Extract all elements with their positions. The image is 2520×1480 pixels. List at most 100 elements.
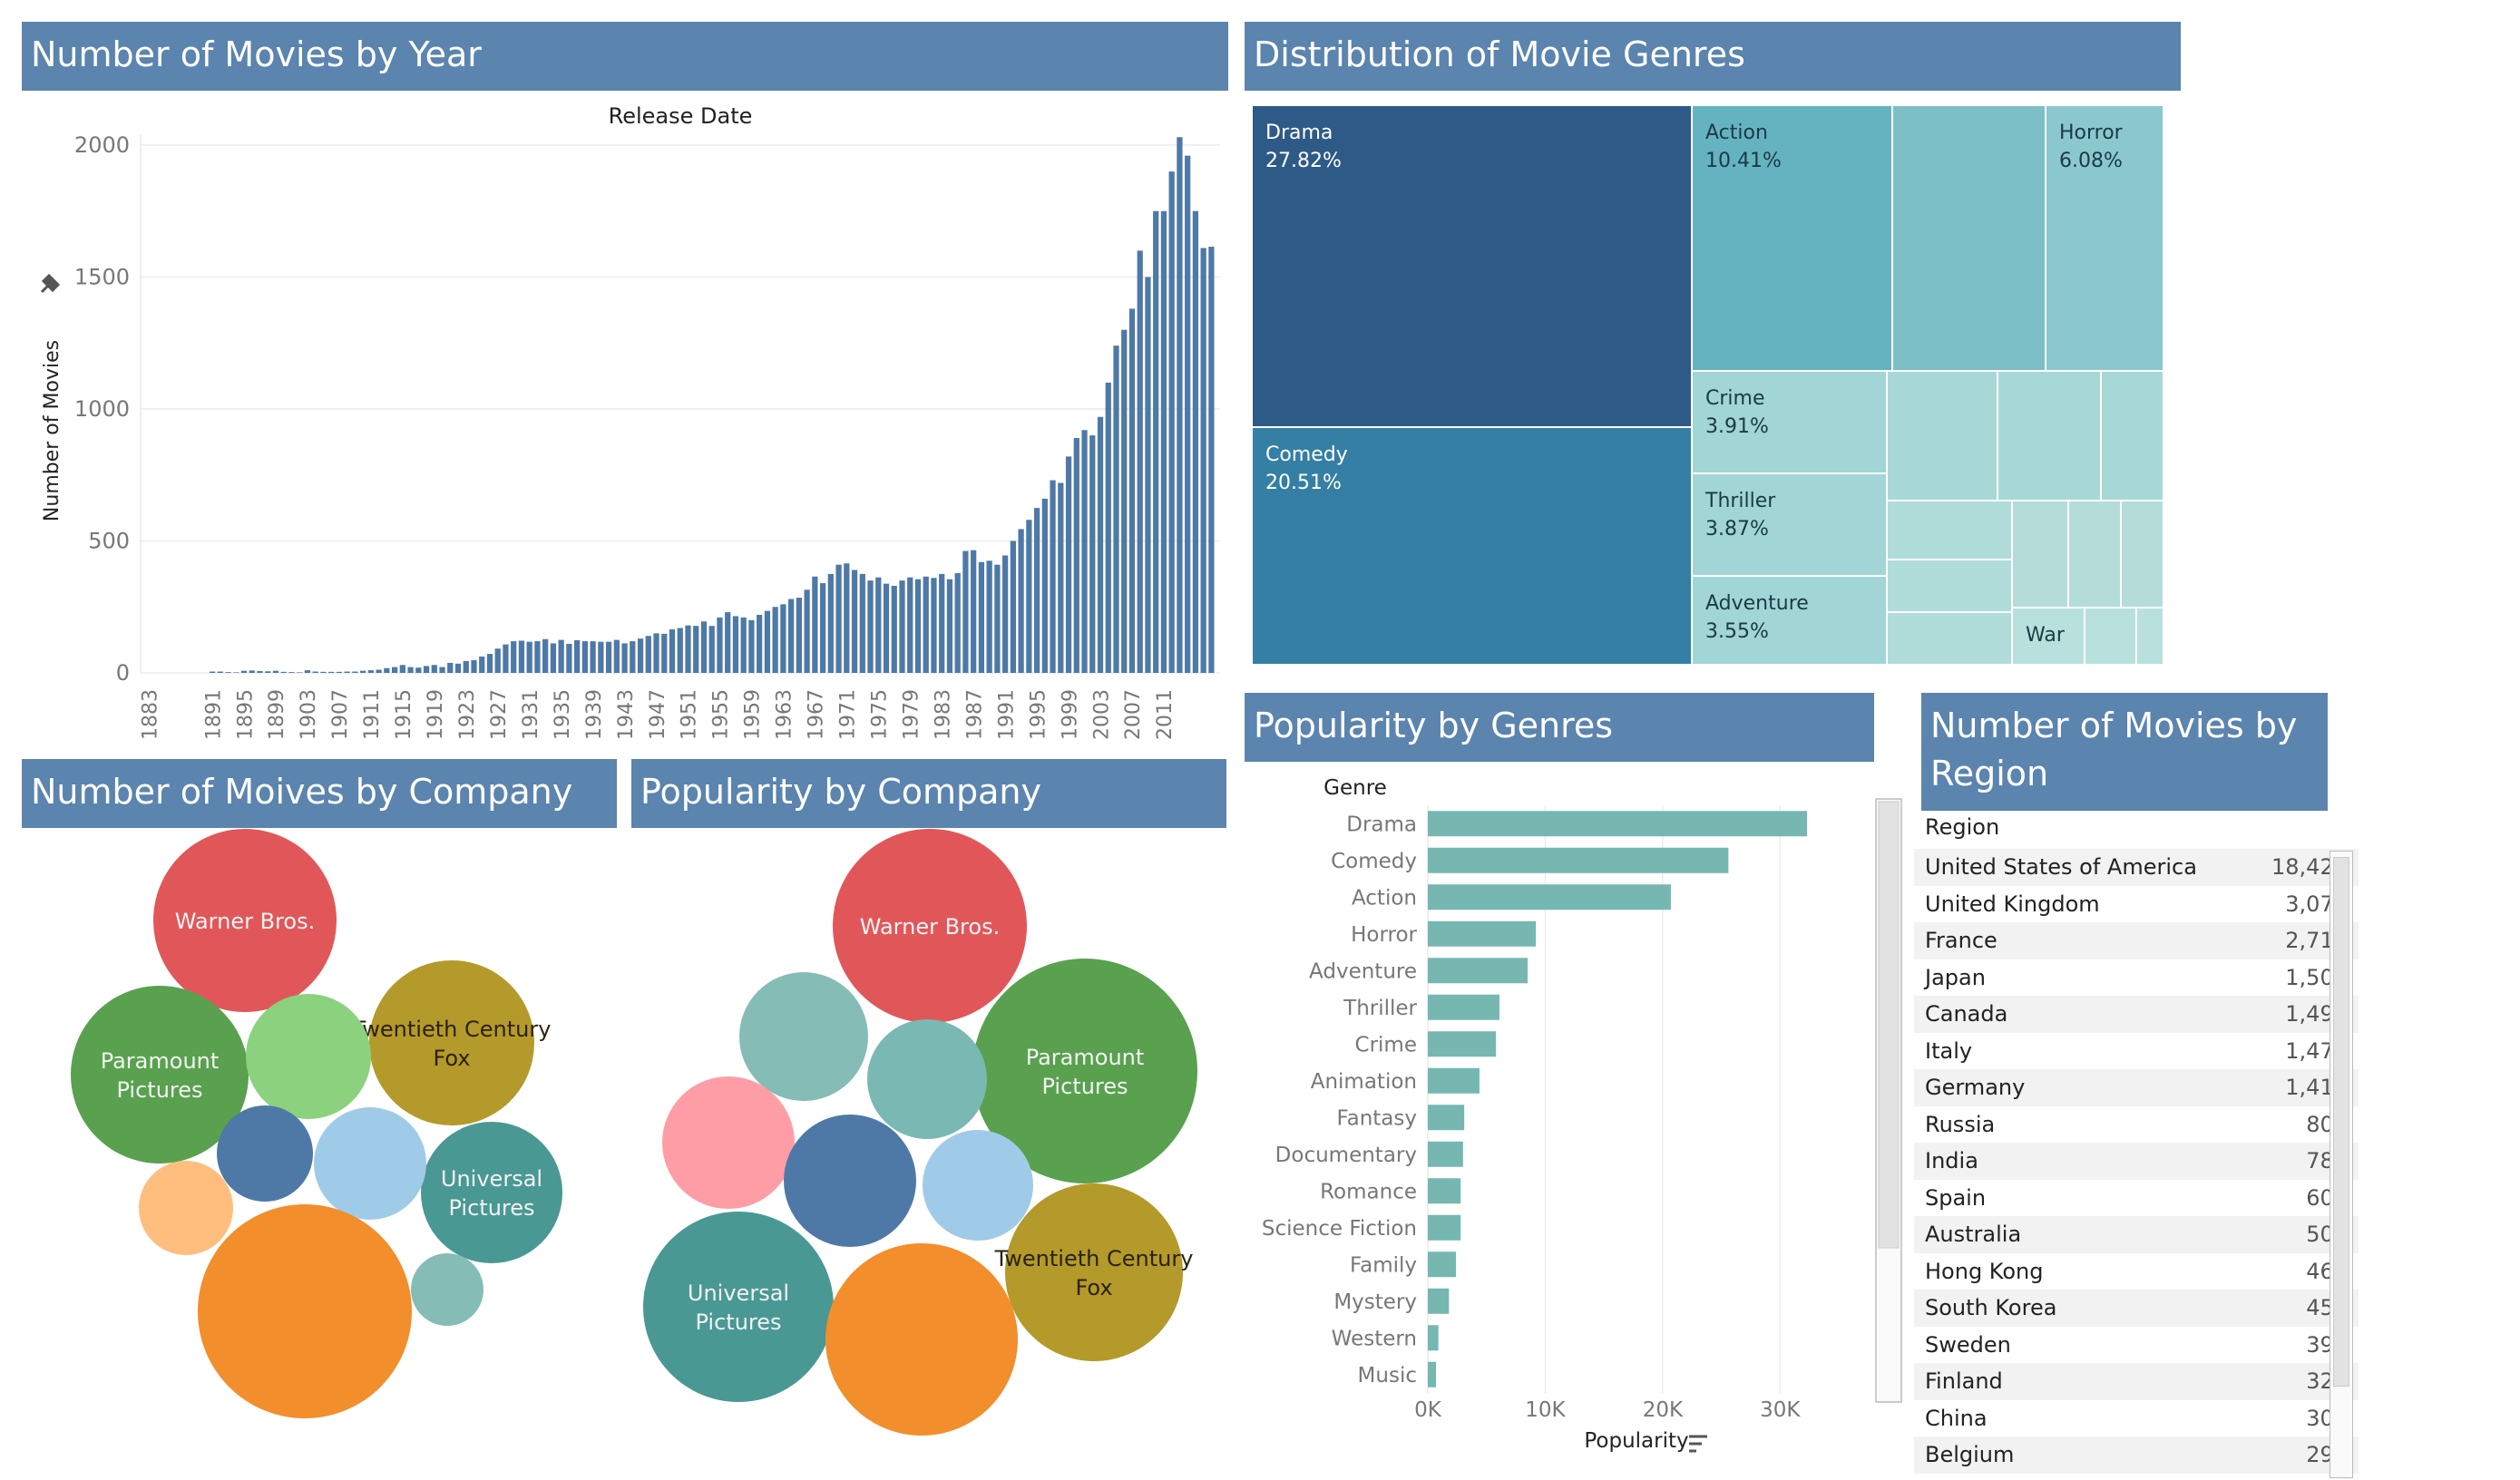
year-bar	[1097, 416, 1104, 673]
region-name: India	[1925, 1148, 1978, 1174]
year-bar	[1121, 329, 1128, 673]
genre-label: Adventure	[1309, 959, 1417, 983]
year-bar	[367, 670, 374, 673]
treemap-percent-label: 3.55%	[1705, 620, 1769, 643]
treemap-cell	[2067, 500, 2122, 609]
region-row: Finland 324	[1914, 1363, 2359, 1400]
year-bar	[994, 564, 1001, 673]
year-bar	[1185, 155, 1191, 673]
year-bar	[914, 579, 922, 673]
region-table: Region United States of America 18,429 Uni…	[1914, 807, 2359, 1474]
year-bar	[590, 641, 596, 673]
year-bar	[534, 641, 541, 673]
genre-bar	[1428, 958, 1529, 984]
year-bar	[621, 643, 628, 673]
x-tick-label: 1971	[837, 689, 860, 740]
year-bar	[1033, 508, 1040, 673]
region-name: Canada	[1925, 1001, 2008, 1027]
year-bar	[581, 641, 588, 673]
region-row: Hong Kong 468	[1914, 1253, 2359, 1290]
y-axis-label: Number of Movies	[41, 340, 63, 521]
genre-scroll-thumb[interactable]	[1878, 801, 1900, 1249]
region-name: Hong Kong	[1925, 1258, 2044, 1284]
x-tick-label: 1931	[520, 689, 542, 740]
company-bubble	[217, 1105, 313, 1202]
x-axis-label: Popularity	[1584, 1429, 1688, 1453]
company-bubble	[923, 1130, 1033, 1241]
region-column-header: Region	[1925, 814, 2000, 840]
genre-label: Action	[1352, 886, 1417, 910]
company-bubble	[153, 829, 337, 1012]
year-bar	[1200, 248, 1206, 673]
title-popularity-by-company: Popularity by Company	[631, 759, 1226, 828]
region-scrollbar[interactable]	[2330, 851, 2353, 1478]
genre-bar	[1428, 920, 1537, 947]
x-tick-label: 2007	[1122, 689, 1145, 740]
treemap-percent-label: 27.82%	[1265, 150, 1342, 172]
bubble-label: Pictures	[116, 1077, 202, 1103]
x-tick-label: 10K	[1525, 1398, 1566, 1422]
region-row: Russia 800	[1914, 1106, 2359, 1144]
x-tick-label: 0K	[1414, 1398, 1442, 1422]
genre-bar	[1428, 994, 1499, 1020]
year-bar	[653, 633, 659, 673]
year-bar	[352, 671, 358, 673]
treemap-cell	[1886, 500, 2013, 560]
treemap-cell	[2120, 500, 2164, 609]
year-bar	[748, 619, 755, 673]
title-popularity-by-genres: Popularity by Genres	[1245, 693, 1874, 762]
year-bar	[1081, 430, 1088, 673]
genre-label: Documentary	[1275, 1144, 1417, 1167]
treemap-cell	[2100, 370, 2164, 501]
x-tick-label: 1979	[900, 689, 923, 740]
region-name: Russia	[1925, 1111, 1996, 1137]
year-bar	[558, 639, 564, 673]
year-bar	[788, 599, 795, 673]
year-bar	[1002, 555, 1009, 673]
company-bubble	[867, 1019, 987, 1139]
year-bar	[407, 667, 414, 673]
bubble-label: Paramount	[101, 1048, 220, 1074]
year-bar	[978, 561, 985, 673]
year-bar	[796, 598, 802, 673]
year-bar	[320, 671, 327, 673]
title-movies-by-year: Number of Movies by Year	[22, 22, 1228, 91]
year-bar	[297, 672, 303, 673]
year-bar	[725, 612, 731, 673]
year-bar	[891, 585, 897, 673]
bubble-label: Pictures	[1041, 1074, 1128, 1099]
treemap-genre-label: War	[2026, 624, 2066, 647]
year-bar	[1177, 137, 1183, 673]
genre-label: Western	[1332, 1327, 1417, 1350]
year-bar	[257, 670, 263, 673]
treemap-genre-label: Adventure	[1705, 592, 1809, 615]
region-row: South Korea 457	[1914, 1290, 2359, 1327]
year-bar	[447, 662, 454, 673]
region-row: France 2,711	[1914, 922, 2359, 959]
year-bar	[1137, 250, 1143, 673]
region-row: Canada 1,497	[1914, 996, 2359, 1033]
treemap-percent-label: 6.08%	[2059, 150, 2123, 172]
year-bar	[336, 671, 343, 673]
x-tick-label: 1983	[932, 689, 954, 740]
year-bar	[1073, 438, 1079, 673]
genre-bar	[1428, 1178, 1461, 1204]
year-bar	[376, 669, 382, 673]
company-bubble	[198, 1204, 412, 1418]
treemap-percent-label: 3.91%	[1705, 415, 1769, 438]
treemap-cell	[2084, 607, 2137, 666]
x-tick-label: 1915	[393, 689, 415, 740]
y-tick-label: 500	[88, 529, 130, 554]
bubble-label: Twentieth Century	[352, 1017, 552, 1042]
year-bar	[844, 563, 850, 673]
year-bar	[708, 626, 715, 673]
region-scroll-thumb[interactable]	[2333, 857, 2349, 1387]
genre-bar	[1428, 1067, 1480, 1094]
company-bubble	[369, 960, 534, 1125]
region-row: United Kingdom 3,072	[1914, 886, 2359, 923]
year-bar	[819, 583, 826, 673]
x-tick-label: 1935	[552, 689, 574, 740]
year-bar	[939, 573, 945, 673]
year-bar	[1168, 171, 1175, 674]
region-row: Australia 506	[1914, 1216, 2359, 1253]
